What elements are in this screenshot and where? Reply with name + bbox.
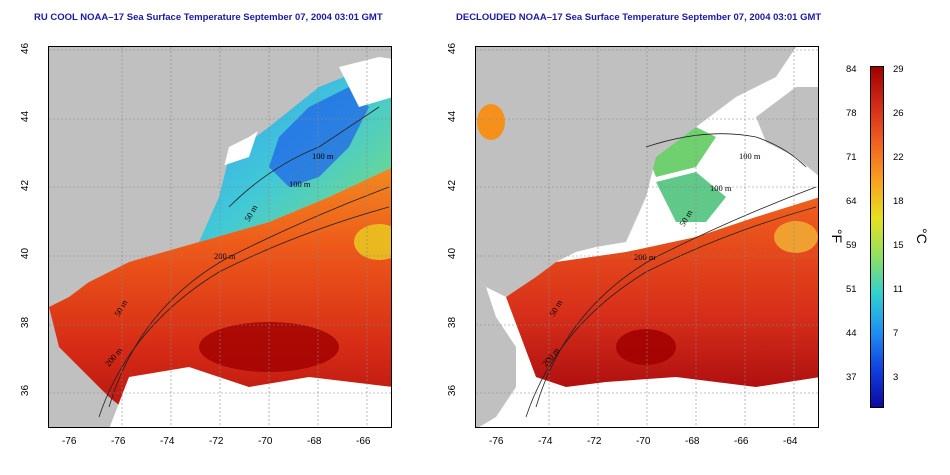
isobath-label: 200 m: [634, 252, 656, 262]
celsius-tick-label: 22: [893, 152, 904, 163]
celsius-tick-label: 7: [893, 328, 899, 339]
left-map-title: RU COOL NOAA–17 Sea Surface Temperature …: [34, 12, 383, 23]
fahrenheit-tick-label: 51: [846, 284, 857, 295]
lon-tick-label: -66: [734, 436, 749, 447]
lat-tick-label: 46: [20, 42, 32, 55]
isobath-line: [108, 186, 390, 408]
lat-tick-label: 36: [20, 384, 32, 397]
isobath-line: [645, 133, 807, 168]
warm-core: [616, 329, 676, 365]
celsius-tick-label: 29: [893, 64, 904, 75]
lon-tick-label: -74: [160, 436, 175, 447]
warm-front: [774, 221, 818, 253]
temperature-colorbar: [870, 66, 884, 408]
lat-tick-label: 36: [447, 384, 459, 397]
lon-tick-label: -68: [685, 436, 700, 447]
isobath-label: 100 m: [289, 179, 311, 189]
isobath-line: [228, 106, 380, 208]
coastline-land: [476, 47, 796, 297]
fahrenheit-tick-label: 78: [846, 108, 857, 119]
lon-tick-label: -76: [62, 436, 77, 447]
isobath-line: [525, 206, 817, 418]
lat-tick-label: 42: [20, 179, 32, 192]
celsius-tick-label: 15: [893, 240, 904, 251]
fahrenheit-tick-label: 84: [846, 64, 857, 75]
lon-tick-label: -76: [489, 436, 504, 447]
celsius-tick-label: 26: [893, 108, 904, 119]
lon-tick-label: -68: [307, 436, 322, 447]
warm-water: [506, 197, 818, 387]
lon-tick-label: -70: [636, 436, 651, 447]
isobath-line: [535, 186, 817, 408]
celsius-tick-label: 3: [893, 372, 899, 383]
cloud-patch: [339, 57, 391, 107]
fahrenheit-tick-label: 44: [846, 328, 857, 339]
lon-tick-label: -74: [538, 436, 553, 447]
isobath-label: 100 m: [739, 151, 761, 161]
isobath-label: 100 m: [710, 183, 732, 193]
lat-tick-label: 42: [447, 179, 459, 192]
isobath-line: [98, 206, 390, 418]
graticule: [476, 47, 818, 427]
fahrenheit-tick-label: 59: [846, 240, 857, 251]
lat-tick-label: 44: [447, 110, 459, 123]
lat-tick-label: 40: [20, 247, 32, 260]
coastline-land: [756, 87, 818, 176]
lat-tick-label: 46: [447, 42, 459, 55]
lon-tick-label: -72: [587, 436, 602, 447]
right-sst-map[interactable]: 100 m 100 m 50 m 200 m 50 m 200 m: [475, 46, 819, 428]
isobath-label: 100 m: [312, 151, 334, 161]
lat-tick-label: 40: [447, 247, 459, 260]
lon-tick-label: -76: [111, 436, 126, 447]
graticule: [49, 47, 391, 427]
coastline-land: [49, 47, 359, 307]
lat-tick-label: 44: [20, 110, 32, 123]
fahrenheit-tick-label: 64: [846, 196, 857, 207]
right-map-canvas: 100 m 100 m 50 m 200 m 50 m 200 m: [476, 47, 818, 427]
fahrenheit-tick-label: 71: [846, 152, 857, 163]
left-map-canvas: 100 m 100 m 50 m 200 m 50 m 200 m: [49, 47, 391, 427]
celsius-tick-label: 18: [893, 196, 904, 207]
lon-tick-label: -66: [356, 436, 371, 447]
gulf-of-maine-water: [269, 87, 369, 187]
cool-shelf-water: [656, 172, 726, 222]
lon-tick-label: -64: [783, 436, 798, 447]
lat-tick-label: 38: [20, 316, 32, 329]
left-sst-map[interactable]: 100 m 100 m 50 m 200 m 50 m 200 m: [48, 46, 392, 428]
right-map-title: DECLOUDED NOAA–17 Sea Surface Temperatur…: [456, 12, 822, 23]
fahrenheit-tick-label: 37: [846, 372, 857, 383]
celsius-unit-label: °C: [913, 228, 930, 244]
lon-tick-label: -72: [209, 436, 224, 447]
isobath-label: 200 m: [214, 251, 236, 261]
fahrenheit-unit-label: °F: [829, 228, 846, 244]
warm-front: [354, 224, 391, 260]
celsius-tick-label: 11: [893, 284, 903, 295]
bay-warm-water: [477, 104, 505, 140]
lat-tick-label: 38: [447, 316, 459, 329]
cloud-patch: [109, 367, 391, 427]
lon-tick-label: -70: [258, 436, 273, 447]
coastline-land: [476, 47, 516, 427]
